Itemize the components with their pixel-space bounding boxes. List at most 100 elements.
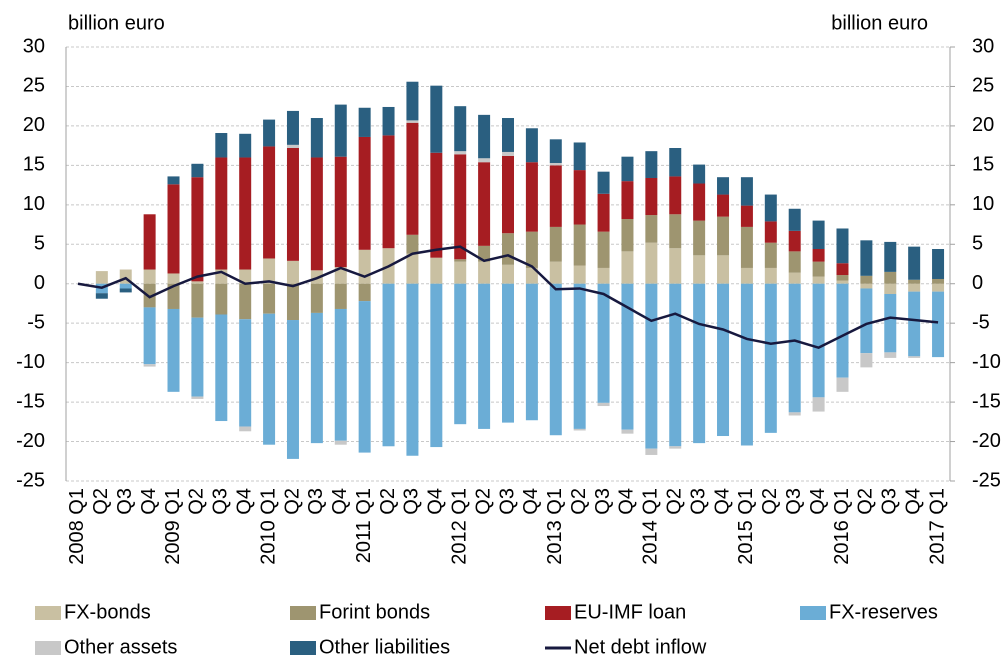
bar	[740, 177, 753, 206]
bar	[478, 158, 491, 163]
bar	[191, 283, 204, 318]
bar	[143, 364, 156, 367]
bar	[358, 301, 371, 453]
x-tick-label: Q4	[329, 488, 351, 515]
bar	[334, 308, 347, 441]
bar	[454, 259, 467, 262]
bar	[597, 283, 610, 403]
bar	[860, 288, 873, 354]
bar	[693, 164, 706, 184]
bar	[502, 233, 514, 265]
bar	[884, 271, 897, 284]
x-tick-label: 2017 Q1	[926, 488, 948, 565]
bar	[740, 226, 753, 268]
legend-label: Net debt inflow	[574, 636, 707, 658]
bar	[549, 139, 562, 163]
x-tick-label: 2015 Q1	[735, 488, 757, 565]
bar	[908, 291, 921, 357]
x-tick-label: Q4	[616, 488, 638, 515]
legend-label: Other assets	[64, 636, 177, 658]
bar	[263, 146, 276, 259]
x-tick-label: Q2	[664, 488, 686, 515]
bar	[812, 249, 825, 262]
bar	[215, 283, 228, 315]
y2-tick-label: -10	[972, 351, 1001, 373]
legend-swatch	[290, 641, 316, 655]
legend-label: FX-reserves	[829, 601, 938, 623]
bar	[119, 283, 132, 289]
bar	[836, 283, 849, 378]
bar	[764, 221, 777, 243]
bar	[191, 177, 204, 282]
bar	[669, 214, 682, 249]
bar	[454, 283, 467, 425]
bar	[454, 151, 467, 155]
x-tick-label: 2008 Q1	[66, 488, 88, 565]
bar	[478, 162, 491, 246]
bar	[358, 283, 371, 302]
bar	[812, 220, 825, 250]
bar	[764, 242, 777, 268]
y-axis-label: billion euro	[68, 12, 165, 34]
bar	[286, 144, 299, 149]
x-tick-label: Q2	[855, 488, 877, 515]
bar	[310, 157, 323, 271]
bar	[693, 255, 706, 284]
x-tick-label: Q3	[783, 488, 805, 515]
bar	[263, 258, 276, 284]
bar	[143, 214, 156, 270]
x-tick-label: Q3	[592, 488, 614, 515]
bar	[908, 283, 921, 292]
y2-tick-label: 30	[972, 35, 994, 57]
bar	[908, 279, 921, 284]
bar	[239, 133, 252, 158]
bar	[430, 85, 443, 153]
bar	[167, 176, 180, 185]
bar	[239, 269, 252, 284]
bar	[358, 107, 371, 137]
bar	[525, 283, 538, 421]
bar	[406, 122, 419, 235]
line	[77, 245, 939, 349]
y2-tick-label: 25	[972, 75, 994, 97]
x-tick-label: Q4	[138, 488, 160, 515]
bar	[860, 275, 873, 284]
bar	[406, 234, 419, 254]
bar	[669, 446, 682, 449]
bar	[836, 377, 849, 392]
bar	[645, 177, 658, 216]
y-tick-label: -10	[16, 351, 45, 373]
bar	[908, 246, 921, 280]
y-tick-label: 10	[23, 193, 45, 215]
bar	[334, 156, 347, 268]
bar	[669, 176, 682, 215]
bar	[263, 283, 276, 314]
x-tick-label: Q3	[496, 488, 518, 515]
bar	[812, 276, 825, 284]
bar	[788, 412, 801, 416]
x-tick-label: 2010 Q1	[257, 488, 279, 565]
bar	[191, 281, 204, 284]
bar	[812, 397, 825, 412]
bar	[573, 428, 586, 431]
bar	[549, 261, 562, 284]
bar	[286, 148, 299, 261]
bar	[932, 278, 945, 284]
bar	[549, 165, 562, 227]
bar	[884, 293, 897, 353]
bar	[167, 308, 180, 392]
bar	[764, 283, 777, 433]
x-tick-label: Q2	[472, 488, 494, 515]
y2-tick-label: -20	[972, 430, 1001, 452]
bar	[191, 317, 204, 397]
bar	[884, 352, 897, 358]
bar	[167, 184, 180, 274]
y-tick-label: -25	[16, 469, 45, 491]
bar	[621, 251, 634, 284]
bar	[740, 283, 753, 446]
bar	[263, 119, 276, 147]
bar	[119, 288, 132, 293]
legend-swatch	[35, 641, 61, 655]
bar	[358, 136, 371, 250]
